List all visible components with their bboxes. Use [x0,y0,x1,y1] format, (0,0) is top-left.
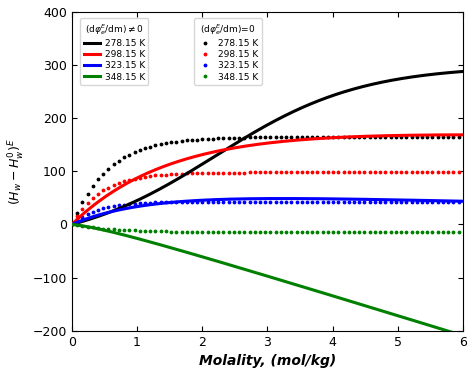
X-axis label: Molality, (mol/kg): Molality, (mol/kg) [199,354,336,368]
Legend: 278.15 K, 298.15 K, 323.15 K, 348.15 K: 278.15 K, 298.15 K, 323.15 K, 348.15 K [194,18,262,85]
Y-axis label: $(H_w - H_w^0)^E$: $(H_w - H_w^0)^E$ [7,138,27,205]
